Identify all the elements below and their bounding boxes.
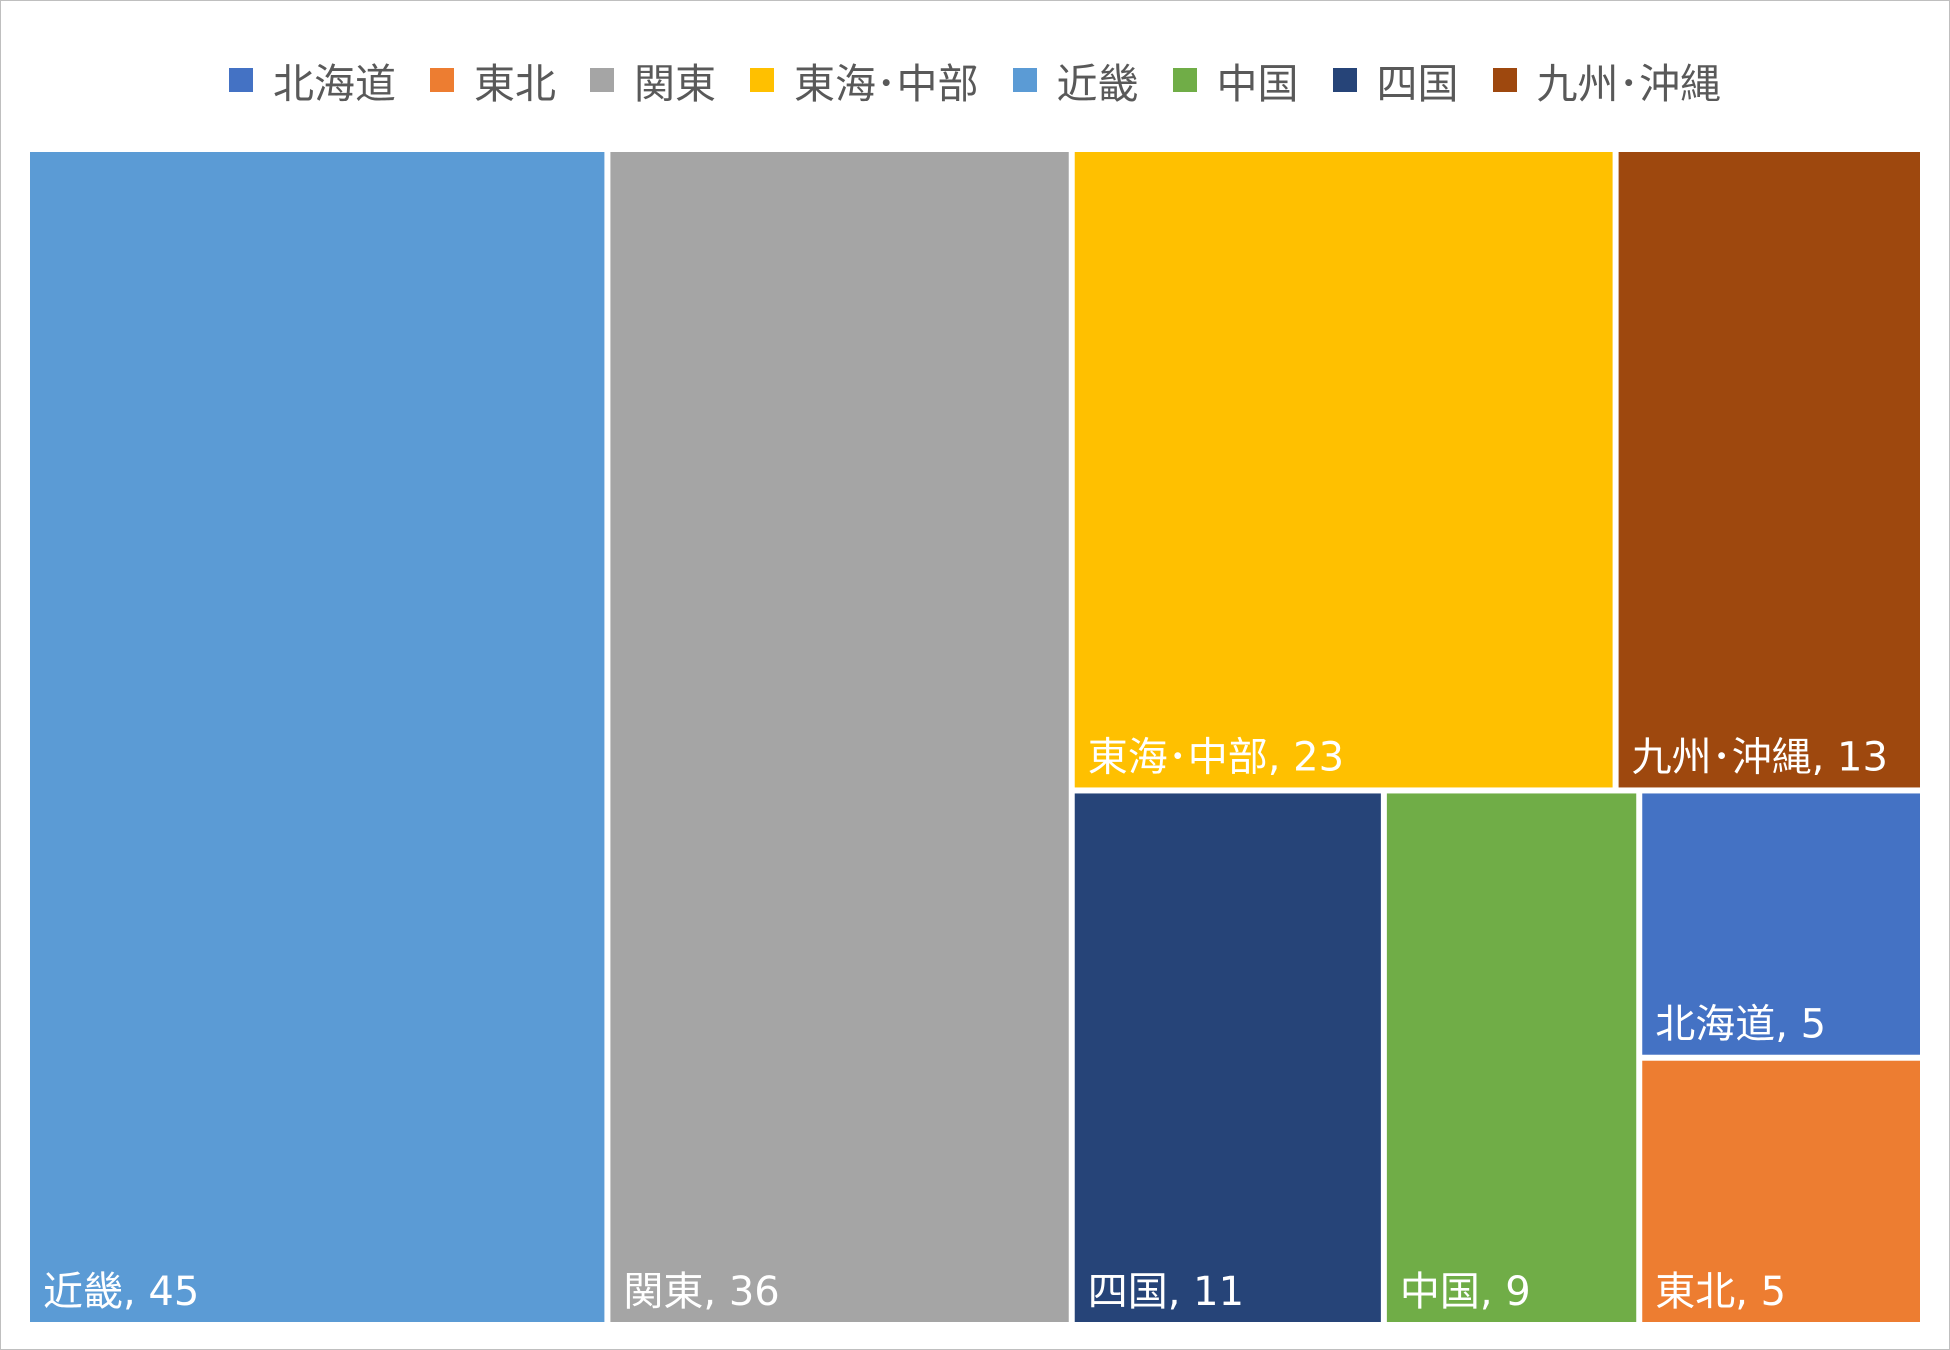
legend-item-hokkaido: 北海道 [229, 50, 396, 110]
legend-swatch [229, 68, 253, 92]
treemap-data-label: 北海道, 5 [1655, 1002, 1826, 1048]
legend-label: 関東 [634, 60, 716, 108]
treemap-tile-kanto: 関東, 36 [610, 152, 1069, 1322]
treemap-rect [610, 152, 1069, 1322]
legend-swatch [1172, 68, 1197, 92]
treemap-tile-kyushu-okinawa: 九州･沖縄, 13 [1618, 152, 1920, 788]
legend-swatch [1492, 68, 1517, 92]
treemap-data-label: 東北, 5 [1655, 1269, 1786, 1315]
legend-label: 中国 [1216, 60, 1299, 108]
treemap-rect [1642, 1060, 1920, 1322]
treemap-rect [30, 152, 605, 1322]
legend-item-kyushu-okinawa: 九州･沖縄 [1492, 50, 1722, 110]
legend-item-tohoku: 東北 [430, 50, 556, 110]
legend-label: 近畿 [1056, 60, 1139, 108]
legend-swatch [590, 68, 614, 92]
chart-legend: 北海道 東北 関東 東海･中部 近畿 中国 四国 九州･沖縄 [1, 45, 1949, 115]
legend-swatch [1332, 68, 1357, 92]
treemap-tile-hokkaido: 北海道, 5 [1642, 793, 1920, 1055]
legend-item-tokai-chubu: 東海･中部 [750, 50, 979, 110]
legend-label: 東北 [474, 60, 556, 108]
treemap-tile-kinki: 近畿, 45 [30, 152, 605, 1322]
treemap-tile-shikoku: 四国, 11 [1074, 793, 1381, 1322]
treemap-data-label: 中国, 9 [1400, 1269, 1531, 1315]
treemap-data-label: 四国, 11 [1088, 1269, 1244, 1315]
treemap-tile-tohoku: 東北, 5 [1642, 1060, 1920, 1322]
treemap-data-label: 九州･沖縄, 13 [1632, 734, 1888, 780]
legend-item-shikoku: 四国 [1332, 50, 1459, 110]
treemap-data-label: 関東, 36 [623, 1269, 779, 1315]
treemap-rect [1642, 793, 1920, 1055]
treemap-data-label: 東海･中部, 23 [1088, 734, 1344, 780]
legend-item-kinki: 近畿 [1012, 50, 1139, 110]
treemap-rect [1074, 152, 1613, 788]
legend-label: 北海道 [273, 60, 396, 108]
treemap-tile-tokai-chubu: 東海･中部, 23 [1074, 152, 1613, 788]
treemap-rect [1074, 793, 1381, 1322]
treemap-data-label: 近畿, 45 [43, 1269, 199, 1315]
legend-swatch [1012, 68, 1037, 92]
treemap-rect [1618, 152, 1920, 788]
legend-label: 東海･中部 [794, 60, 979, 108]
treemap-tile-chugoku: 中国, 9 [1386, 793, 1637, 1322]
legend-swatch [750, 68, 774, 92]
legend-swatch [430, 68, 454, 92]
treemap-rect [1386, 793, 1637, 1322]
legend-label: 四国 [1376, 60, 1459, 108]
legend-item-chugoku: 中国 [1172, 50, 1299, 110]
legend-label: 九州･沖縄 [1536, 60, 1722, 108]
legend-item-kanto: 関東 [590, 50, 716, 110]
